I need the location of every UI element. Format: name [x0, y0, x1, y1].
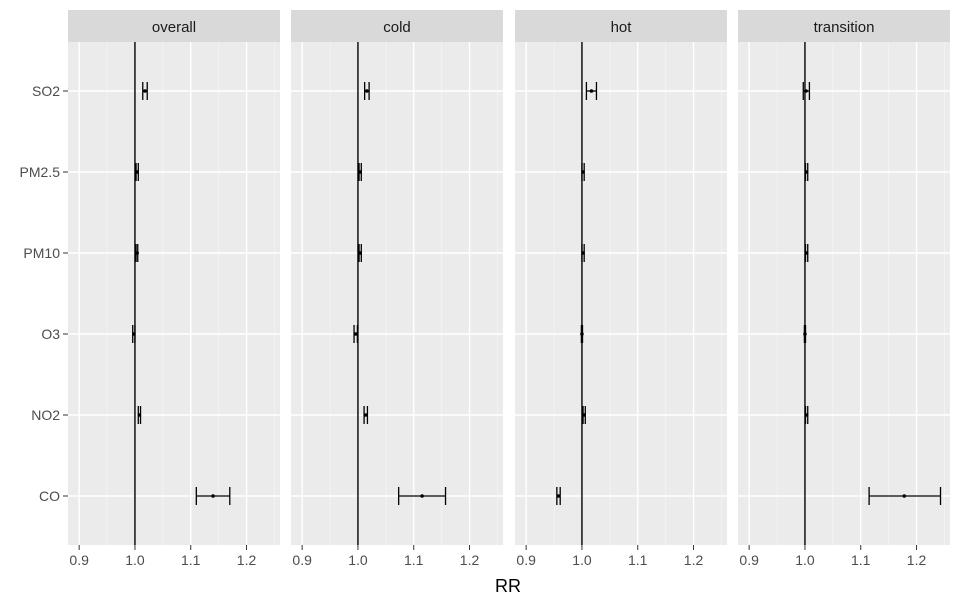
estimate-PM2.5: [358, 163, 362, 181]
x-tick-label: 1.0: [125, 552, 145, 568]
estimate-PM10: [358, 244, 362, 262]
estimate-NO2: [363, 406, 369, 424]
facet-strip-label: cold: [383, 19, 411, 36]
panel-background: [68, 42, 280, 545]
point-estimate: [137, 413, 142, 417]
x-tick-label: 1.1: [404, 552, 424, 568]
estimate-PM2.5: [804, 163, 809, 181]
point-estimate: [143, 89, 147, 93]
point-estimate: [365, 89, 369, 93]
point-estimate: [902, 494, 907, 498]
y-tick-label: PM2.5: [20, 164, 61, 180]
x-tick-label: 1.0: [572, 552, 592, 568]
point-estimate: [589, 89, 594, 93]
estimate-SO2: [585, 82, 598, 100]
x-tick-label: 0.9: [739, 552, 759, 568]
x-tick-label: 1.1: [181, 552, 201, 568]
estimate-NO2: [137, 406, 142, 424]
estimate-PM2.5: [581, 163, 585, 181]
y-tick-label: PM10: [23, 245, 60, 261]
estimate-O3: [580, 325, 584, 343]
point-estimate: [353, 332, 358, 336]
point-estimate: [211, 494, 215, 498]
point-estimate: [804, 251, 809, 255]
panel-background: [738, 42, 950, 545]
facet-panel-overall: overall 0.9 1.0 1.1 1.2: [68, 10, 280, 568]
estimate-SO2: [363, 82, 370, 100]
x-tick-label: 1.2: [460, 552, 480, 568]
x-tick-label: 1.1: [851, 552, 871, 568]
point-estimate: [556, 494, 561, 498]
estimate-PM10: [804, 244, 809, 262]
estimate-NO2: [582, 406, 586, 424]
facet-strip-label: transition: [814, 19, 875, 36]
point-estimate: [804, 89, 808, 93]
point-estimate: [358, 170, 362, 174]
panel-background: [291, 42, 503, 545]
point-estimate: [581, 251, 585, 255]
facet-strip: [738, 10, 950, 42]
facet-panel-transition: transition 0.9 1.0 1.1 1.2: [738, 10, 950, 568]
point-estimate: [804, 170, 809, 174]
facet-panel-hot: hot 0.9 1.0 1.1 1.2: [515, 10, 727, 568]
point-estimate: [804, 413, 809, 417]
facet-strip: [515, 10, 727, 42]
y-tick-label: NO2: [31, 407, 60, 423]
x-tick-label: 0.9: [292, 552, 312, 568]
estimate-PM10: [581, 244, 585, 262]
estimate-O3: [353, 325, 359, 343]
x-tick-label: 1.0: [795, 552, 815, 568]
estimate-CO: [868, 487, 942, 505]
facet-strip-label: hot: [611, 19, 633, 36]
x-tick-label: 0.9: [516, 552, 536, 568]
y-tick-label: CO: [39, 488, 60, 504]
y-tick-label: O3: [41, 326, 60, 342]
point-estimate: [135, 251, 139, 255]
estimate-SO2: [802, 82, 811, 100]
point-estimate: [135, 170, 139, 174]
estimate-PM10: [135, 244, 139, 262]
estimate-NO2: [804, 406, 809, 424]
point-estimate: [582, 413, 586, 417]
panel-background: [515, 42, 727, 545]
x-tick-label: 1.2: [684, 552, 704, 568]
facet-strip-label: overall: [152, 19, 196, 36]
point-estimate: [580, 332, 584, 336]
facet-strip: [68, 10, 280, 42]
y-tick-label: SO2: [32, 83, 60, 99]
point-estimate: [420, 494, 424, 498]
x-tick-label: 1.0: [348, 552, 368, 568]
x-tick-label: 1.2: [907, 552, 927, 568]
estimate-O3: [803, 325, 807, 343]
estimate-O3: [132, 325, 136, 343]
x-axis-title: RR: [495, 576, 521, 596]
facet-panel-cold: cold 0.9 1.0 1.1 1.2: [291, 10, 503, 568]
point-estimate: [803, 332, 807, 336]
estimate-PM2.5: [135, 163, 139, 181]
x-tick-label: 0.9: [69, 552, 89, 568]
estimate-CO: [195, 487, 231, 505]
estimate-SO2: [142, 82, 148, 100]
point-estimate: [363, 413, 368, 417]
estimate-CO: [398, 487, 447, 505]
x-tick-label: 1.1: [628, 552, 648, 568]
point-estimate: [581, 170, 585, 174]
point-estimate: [132, 332, 136, 336]
point-estimate: [358, 251, 362, 255]
estimate-CO: [556, 487, 561, 505]
x-tick-label: 1.2: [237, 552, 257, 568]
facet-strip: [291, 10, 503, 42]
